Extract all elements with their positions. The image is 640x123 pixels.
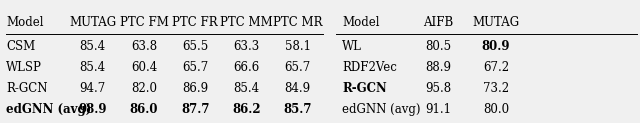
Text: 67.2: 67.2 bbox=[483, 61, 509, 74]
Text: 63.8: 63.8 bbox=[131, 40, 157, 53]
Text: 95.8: 95.8 bbox=[426, 82, 451, 95]
Text: 66.6: 66.6 bbox=[233, 61, 260, 74]
Text: 80.5: 80.5 bbox=[426, 40, 451, 53]
Text: edGNN (avg): edGNN (avg) bbox=[342, 103, 421, 116]
Text: R-GCN: R-GCN bbox=[342, 82, 387, 95]
Text: 94.7: 94.7 bbox=[79, 82, 106, 95]
Text: CSM: CSM bbox=[6, 40, 36, 53]
Text: 84.9: 84.9 bbox=[285, 82, 310, 95]
Text: MUTAG: MUTAG bbox=[472, 16, 520, 29]
Text: edGNN (avg): edGNN (avg) bbox=[6, 103, 92, 116]
Text: 65.5: 65.5 bbox=[182, 40, 209, 53]
Text: 80.0: 80.0 bbox=[483, 103, 509, 116]
Text: WL: WL bbox=[342, 40, 362, 53]
Text: 88.9: 88.9 bbox=[426, 61, 451, 74]
Text: Model: Model bbox=[6, 16, 44, 29]
Text: AIFB: AIFB bbox=[423, 16, 454, 29]
Text: 60.4: 60.4 bbox=[131, 61, 157, 74]
Text: 65.7: 65.7 bbox=[182, 61, 209, 74]
Text: 91.1: 91.1 bbox=[426, 103, 451, 116]
Text: 87.7: 87.7 bbox=[181, 103, 209, 116]
Text: MUTAG: MUTAG bbox=[69, 16, 116, 29]
Text: 85.4: 85.4 bbox=[80, 40, 106, 53]
Text: PTC FM: PTC FM bbox=[120, 16, 168, 29]
Text: 85.7: 85.7 bbox=[284, 103, 312, 116]
Text: 86.9: 86.9 bbox=[182, 82, 208, 95]
Text: PTC MM: PTC MM bbox=[220, 16, 273, 29]
Text: 80.9: 80.9 bbox=[482, 40, 510, 53]
Text: 73.2: 73.2 bbox=[483, 82, 509, 95]
Text: 85.4: 85.4 bbox=[234, 82, 259, 95]
Text: PTC FR: PTC FR bbox=[172, 16, 218, 29]
Text: RDF2Vec: RDF2Vec bbox=[342, 61, 397, 74]
Text: 63.3: 63.3 bbox=[233, 40, 260, 53]
Text: 86.2: 86.2 bbox=[232, 103, 260, 116]
Text: Model: Model bbox=[342, 16, 380, 29]
Text: 98.9: 98.9 bbox=[79, 103, 107, 116]
Text: 86.0: 86.0 bbox=[130, 103, 158, 116]
Text: PTC MR: PTC MR bbox=[273, 16, 323, 29]
Text: R-GCN: R-GCN bbox=[6, 82, 48, 95]
Text: 82.0: 82.0 bbox=[131, 82, 157, 95]
Text: 58.1: 58.1 bbox=[285, 40, 310, 53]
Text: 85.4: 85.4 bbox=[80, 61, 106, 74]
Text: 65.7: 65.7 bbox=[284, 61, 311, 74]
Text: WLSP: WLSP bbox=[6, 61, 42, 74]
